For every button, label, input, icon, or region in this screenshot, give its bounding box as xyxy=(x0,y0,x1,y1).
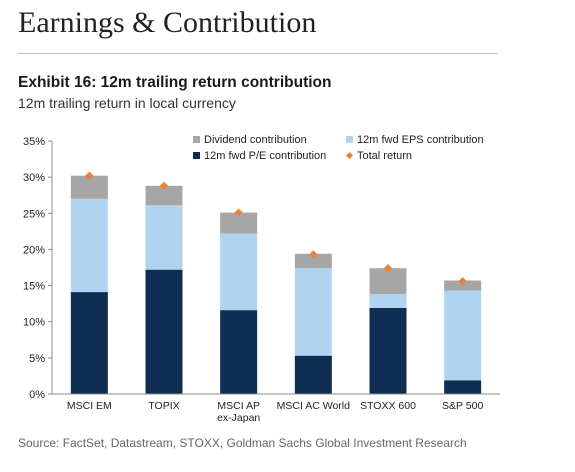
bar-segment-2 xyxy=(294,253,332,269)
bar-segment-0 xyxy=(369,307,407,394)
bar-segment-2 xyxy=(444,280,482,291)
bar-segment-0 xyxy=(220,310,258,394)
y-tick-label: 0% xyxy=(29,389,45,401)
legend-label: Dividend contribution xyxy=(204,134,307,146)
bar-segment-2 xyxy=(220,212,258,234)
exhibit-title: Exhibit 16: 12m trailing return contribu… xyxy=(18,74,332,91)
y-tick-label: 25% xyxy=(23,208,45,220)
x-tick-label: STOXX 600 xyxy=(360,400,416,412)
bar-segment-0 xyxy=(145,269,183,394)
total-return-marker xyxy=(159,181,169,191)
legend-swatch xyxy=(193,136,200,143)
bar-segment-2 xyxy=(145,185,183,206)
bar-segment-1 xyxy=(294,268,332,356)
legend-swatch xyxy=(346,136,353,143)
legend-swatch xyxy=(193,152,200,159)
bar-segment-2 xyxy=(369,268,407,295)
total-return-markers xyxy=(85,171,467,286)
total-return-marker xyxy=(309,250,318,259)
bar-segment-1 xyxy=(369,294,407,308)
x-tick-label: ex-Japan xyxy=(217,412,260,424)
legend-label: 12m fwd P/E contribution xyxy=(204,150,326,162)
x-tick-label: S&P 500 xyxy=(442,400,483,412)
bar-segment-0 xyxy=(294,355,332,394)
bar-segment-0 xyxy=(70,292,108,394)
y-tick-label: 10% xyxy=(23,317,45,329)
total-return-marker xyxy=(234,208,243,217)
y-tick-label: 20% xyxy=(23,244,45,256)
x-tick-label: MSCI AC World xyxy=(277,400,350,412)
title-divider xyxy=(18,53,498,54)
page-title: Earnings & Contribution xyxy=(18,6,317,39)
x-tick-label: TOPIX xyxy=(148,400,179,412)
y-axis: 0% 5% 10% 15% 20% 25% 30% 35% xyxy=(23,136,53,401)
x-tick-label: MSCI AP xyxy=(217,400,260,412)
x-tick-label: MSCI EM xyxy=(67,400,112,412)
bar-segment-0 xyxy=(444,380,482,394)
bar-segment-1 xyxy=(70,198,108,293)
y-tick-label: 15% xyxy=(23,281,45,293)
bars xyxy=(70,175,482,394)
source-note: Source: FactSet, Datastream, STOXX, Gold… xyxy=(18,436,467,450)
stacked-bar-chart: 0%5%10%15%20%25%30%35% MSCI EM TOPIX MSCI … xyxy=(23,134,500,424)
bar-segment-2 xyxy=(70,175,108,199)
bar-segment-1 xyxy=(444,290,482,381)
legend-label: 12m fwd EPS contribution xyxy=(357,134,484,146)
y-tick-label: 5% xyxy=(29,353,45,365)
legend: Dividend contribution 12m fwd EPS contrib… xyxy=(193,134,484,162)
y-tick-label: 35% xyxy=(23,136,45,148)
legend-marker xyxy=(346,152,353,159)
legend-label: Total return xyxy=(357,150,412,162)
exhibit-subtitle: 12m trailing return in local currency xyxy=(18,95,236,111)
y-tick-label: 30% xyxy=(23,172,45,184)
total-return-marker xyxy=(383,264,393,273)
bar-segment-1 xyxy=(145,205,183,270)
bar-segment-1 xyxy=(220,233,258,311)
